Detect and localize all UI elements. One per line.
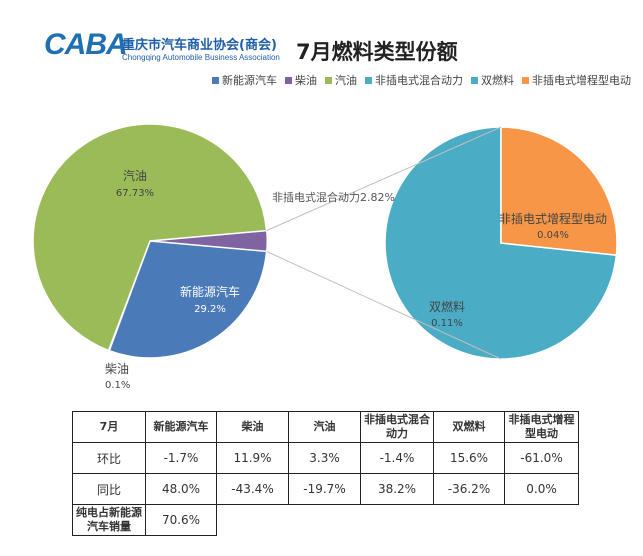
legend-item: 新能源汽车: [212, 72, 277, 88]
table-header-cell: 柴油: [216, 411, 289, 443]
table-cell: -1.4%: [360, 442, 434, 474]
legend-item: 汽油: [325, 72, 357, 88]
table-row: 环比 -1.7% 11.9% 3.3% -1.4% 15.6% -61.0%: [72, 442, 579, 474]
legend-label: 非插电式混合动力: [375, 74, 463, 87]
legend-label: 汽油: [335, 74, 357, 87]
chart-legend: 新能源汽车 柴油 汽油 非插电式混合动力 双燃料 非插电式增程型电动: [212, 72, 631, 88]
table-cell: 70.6%: [145, 504, 217, 536]
data-label-dual-fuel-name: 双燃料: [429, 299, 465, 314]
legend-label: 非插电式增程型电动: [532, 74, 631, 87]
table-row: 同比 48.0% -43.4% -19.7% 38.2% -36.2% 0.0%: [72, 473, 579, 505]
legend-swatch: [285, 76, 292, 84]
table-cell: -61.0%: [504, 442, 579, 474]
legend-label: 柴油: [295, 74, 317, 87]
row-label: 纯电占新能源汽车销量: [72, 504, 146, 536]
table-cell: 15.6%: [433, 442, 505, 474]
table-header-cell: 双燃料: [433, 411, 505, 443]
connector-line-top: [266, 126, 502, 232]
stats-table: 7月 新能源汽车 柴油 汽油 非插电式混合动力 双燃料 非插电式增程型电动 环比…: [72, 411, 579, 536]
legend-swatch: [522, 76, 529, 84]
data-label-diesel-value: 0.1%: [105, 380, 130, 391]
table-header-cell: 7月: [72, 411, 146, 443]
table-cell: 11.9%: [216, 442, 289, 474]
legend-item: 非插电式混合动力: [365, 72, 463, 88]
table-header-cell: 新能源汽车: [145, 411, 217, 443]
pie-slice-nev: [108, 240, 268, 359]
table-cell: -19.7%: [288, 473, 361, 505]
legend-item: 柴油: [285, 72, 317, 88]
legend-swatch: [212, 76, 219, 84]
data-label-gasoline-value: 67.73%: [116, 188, 154, 199]
table-header-cell: 汽油: [288, 411, 361, 443]
data-label-nev-value: 29.2%: [194, 304, 226, 315]
row-label: 环比: [72, 442, 146, 474]
pie-of-pie-chart: 汽油 67.73% 新能源汽车 29.2% 柴油 0.1% 非插电式混合动力2.82% 非插电…: [32, 123, 618, 391]
logo-mark: CABA: [44, 28, 128, 61]
legend-label: 新能源汽车: [222, 74, 277, 87]
pie-slice-erev: [500, 126, 618, 256]
data-label-dual-fuel-value: 0.11%: [431, 318, 463, 329]
table-cell: 48.0%: [145, 473, 217, 505]
logo-chinese-name: 重庆市汽车商业协会(商会): [122, 38, 277, 53]
data-label-hybrid: 非插电式混合动力2.82%: [272, 190, 395, 204]
legend-label: 双燃料: [481, 74, 514, 87]
table-cell: 0.0%: [504, 473, 579, 505]
table-header-cell: 非插电式增程型电动: [504, 411, 579, 443]
table-cell: -36.2%: [433, 473, 505, 505]
data-label-nev-name: 新能源汽车: [180, 284, 240, 299]
data-label-erev-name: 非插电式增程型电动: [499, 211, 607, 226]
legend-item: 双燃料: [471, 72, 514, 88]
connector-line-bottom: [266, 250, 502, 360]
data-label-erev-value: 0.04%: [537, 230, 569, 241]
row-label: 同比: [72, 473, 146, 505]
table-cell: -43.4%: [216, 473, 289, 505]
table-header-row: 7月 新能源汽车 柴油 汽油 非插电式混合动力 双燃料 非插电式增程型电动: [72, 411, 579, 443]
pie-slice-gasoline: [32, 123, 268, 352]
table-cell: 38.2%: [360, 473, 434, 505]
logo: CABA 重庆市汽车商业协会(商会) Chongqing Automobile …: [44, 28, 284, 68]
data-label-diesel-name: 柴油: [105, 362, 129, 376]
table-cell: -1.7%: [145, 442, 217, 474]
chart-title: 7月燃料类型份额: [296, 40, 458, 64]
legend-swatch: [471, 76, 478, 84]
table-cell: 3.3%: [288, 442, 361, 474]
table-header-cell: 非插电式混合动力: [360, 411, 434, 443]
data-label-gasoline-name: 汽油: [123, 168, 147, 183]
legend-swatch: [365, 76, 372, 84]
legend-swatch: [325, 76, 332, 84]
logo-english-name: Chongqing Automobile Business Associatio…: [122, 53, 280, 62]
table-row: 纯电占新能源汽车销量 70.6%: [72, 504, 579, 536]
legend-item: 非插电式增程型电动: [522, 72, 631, 88]
